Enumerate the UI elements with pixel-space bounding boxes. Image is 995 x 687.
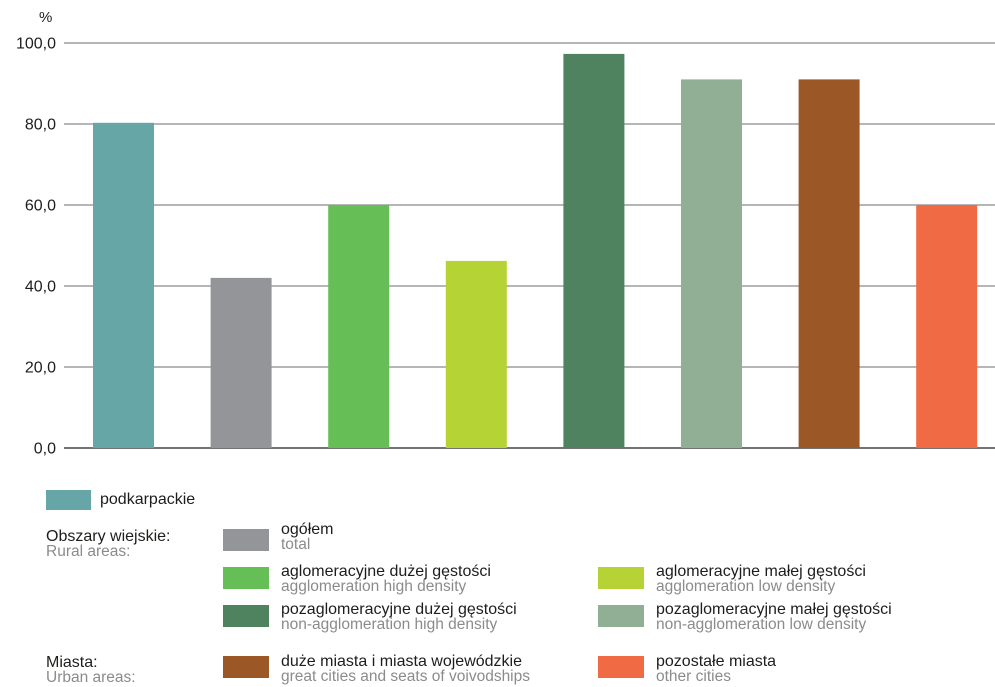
bar-5	[563, 53, 625, 449]
legend-label-rural-total: ogółem total	[281, 521, 334, 553]
bar-8	[916, 205, 978, 448]
bar-3	[328, 205, 390, 448]
legend-label-other-cities: pozostałe miasta other cities	[656, 653, 777, 685]
legend-swatch-agglomeration-high	[223, 567, 269, 589]
legend-label-agglomeration-low: aglomeracyjne małej gęstości agglomerati…	[656, 563, 866, 595]
y-tick-label: 100,0	[16, 36, 56, 53]
y-axis-label: %	[39, 9, 53, 26]
legend-label-agglomeration-high: aglomeracyjne dużej gęstości agglomerati…	[281, 563, 491, 595]
bar-6	[681, 79, 742, 449]
legend-swatch-great-cities	[223, 656, 269, 678]
bar-1	[93, 122, 154, 449]
legend-label-great-cities: duże miasta i miasta wojewódzkie great c…	[281, 653, 530, 685]
legend-swatch-rural-total	[223, 529, 269, 551]
y-tick-label: 0,0	[34, 441, 56, 458]
y-tick-label: 60,0	[25, 198, 56, 215]
bar-chart: 0,0 20,0 40,0 60,0 80,0 100,0	[16, 36, 995, 458]
legend-label-podkarpackie: podkarpackie	[100, 491, 196, 508]
y-tick-labels: 0,0 20,0 40,0 60,0 80,0 100,0	[16, 36, 56, 458]
legend-label-non-agglomeration-low: pozaglomeracyjne małej gęstości non-aggl…	[656, 601, 892, 633]
bar-2	[210, 277, 272, 448]
legend-swatch-non-agglomeration-high	[223, 605, 269, 627]
bar-7	[798, 79, 860, 449]
legend-swatch-other-cities	[598, 656, 644, 678]
legend-swatch-podkarpackie	[46, 490, 91, 510]
rural-group-label: Obszary wiejskie: Rural areas:	[46, 528, 171, 560]
legend-swatch-agglomeration-low	[598, 567, 644, 589]
y-tick-label: 80,0	[25, 117, 56, 134]
bar-4	[445, 260, 507, 448]
legend-label-non-agglomeration-high: pozaglomeracyjne dużej gęstości non-aggl…	[281, 601, 517, 633]
y-tick-label: 40,0	[25, 279, 56, 296]
bars	[93, 53, 978, 449]
urban-group-label: Miasta: Urban areas:	[46, 654, 136, 686]
y-tick-label: 20,0	[25, 360, 56, 377]
legend-swatch-non-agglomeration-low	[598, 605, 644, 627]
